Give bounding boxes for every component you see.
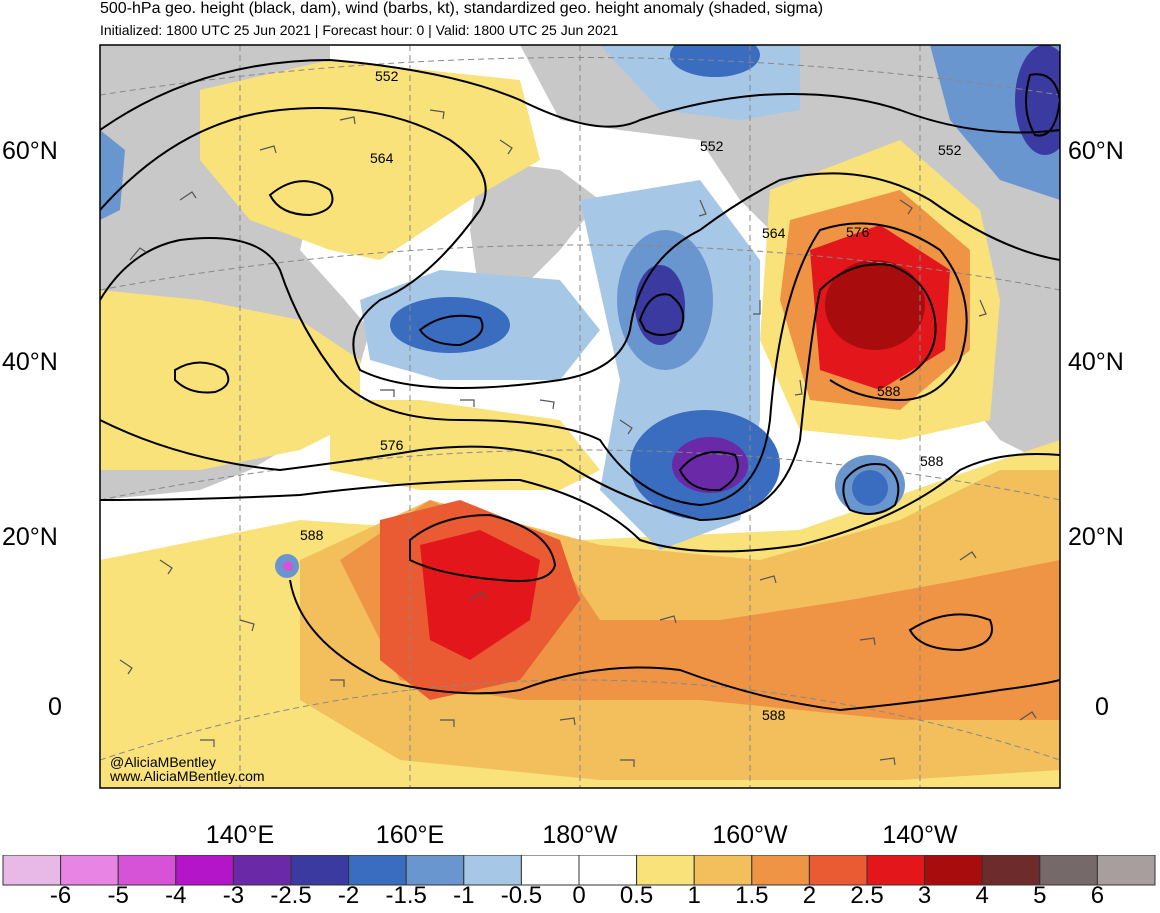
colorbar-label: -6 xyxy=(49,882,72,909)
lon-label-140e: 140°E xyxy=(205,821,275,849)
colorbar-label: -2.5 xyxy=(270,882,312,909)
lon-label-140w: 140°W xyxy=(882,821,958,849)
height-contours xyxy=(100,58,1060,712)
contour-label: 588 xyxy=(762,707,786,723)
colorbar-label: 1 xyxy=(687,882,701,909)
colorbar-swatch xyxy=(348,855,407,886)
colorbar-swatch xyxy=(636,855,695,886)
colorbar-swatch xyxy=(1096,855,1156,886)
lat-label-40n-left: 40°N xyxy=(2,348,58,376)
land-alaska xyxy=(520,45,1060,470)
land-kamchatka xyxy=(470,160,600,300)
colorbar-label: -5 xyxy=(107,882,129,909)
colorbar-swatch xyxy=(405,855,465,886)
colorbar-swatch xyxy=(578,855,638,886)
map-frame xyxy=(99,44,1061,789)
colorbar-label: 0 xyxy=(572,882,586,909)
contour-label: 588 xyxy=(300,527,324,543)
colorbar-label: -1 xyxy=(453,882,475,909)
contour-label: 576 xyxy=(846,224,870,240)
colorbar-swatch xyxy=(981,855,1041,886)
colorbar-label: -4 xyxy=(165,882,187,909)
colorbar-swatch xyxy=(520,855,580,886)
lon-label-160e: 160°E xyxy=(375,821,445,849)
anomaly-yellow-west xyxy=(100,290,360,470)
lat-label-0-left: 0 xyxy=(48,693,62,721)
anomaly-red-pacific-core xyxy=(420,530,540,660)
contour-label: 588 xyxy=(920,453,944,469)
colorbar-swatch xyxy=(175,855,234,886)
colorbar-label: -3 xyxy=(222,882,245,909)
contour-label: 576 xyxy=(380,437,404,453)
contour-label: 552 xyxy=(938,142,962,158)
credit-website: www.AliciaMBentley.com xyxy=(110,768,265,784)
colorbar-label: -1.5 xyxy=(385,882,427,909)
lat-label-20n-left: 20°N xyxy=(2,523,58,551)
colorbar-label: 2.5 xyxy=(850,882,884,909)
colorbar-label: 6 xyxy=(1090,882,1105,909)
colorbar-swatch xyxy=(117,855,177,886)
lon-label-160w: 160°W xyxy=(712,821,788,849)
anomaly-blue-north-core xyxy=(670,45,760,77)
colorbar-label: 4 xyxy=(975,882,989,909)
lat-label-60n-right: 60°N xyxy=(1068,137,1124,165)
colorbar-label: 2 xyxy=(802,882,817,909)
colorbar-swatch xyxy=(463,855,522,886)
credit-handle: @AliciaMBentley xyxy=(110,754,217,770)
chart-subtitle: Initialized: 1800 UTC 25 Jun 2021 | Fore… xyxy=(100,22,619,38)
anomaly-blue-central-lower-core xyxy=(672,437,748,493)
lon-label-180w: 180°W xyxy=(542,821,618,849)
anomaly-typhoon-core xyxy=(283,561,293,571)
wind-barbs xyxy=(119,109,1037,767)
lat-label-20n-right: 20°N xyxy=(1068,523,1124,551)
colorbar-label: 5 xyxy=(1033,882,1047,909)
anomaly-blue-small-core xyxy=(852,470,888,506)
colorbar-label: -2 xyxy=(337,882,360,909)
anomaly-blue-ne-core xyxy=(1015,45,1060,155)
contour-label: 552 xyxy=(375,68,399,84)
contour-label: 552 xyxy=(700,138,724,154)
lat-label-40n-right: 40°N xyxy=(1068,348,1124,376)
contour-label: 564 xyxy=(762,225,786,241)
colorbar-swatch xyxy=(751,855,810,886)
anomaly-blue-west-core xyxy=(390,297,510,353)
colorbar-label: 3 xyxy=(917,882,932,909)
chart-title: 500-hPa geo. height (black, dam), wind (… xyxy=(100,0,824,17)
colorbar-label: 0.5 xyxy=(619,882,654,909)
colorbar xyxy=(2,855,1156,886)
graticule xyxy=(100,45,1060,788)
colorbar-swatch xyxy=(232,855,292,886)
lat-label-60n-left: 60°N xyxy=(2,137,58,165)
colorbar-swatch xyxy=(808,855,868,886)
colorbar-swatch xyxy=(290,855,350,886)
colorbar-swatch xyxy=(866,855,926,886)
colorbar-swatch xyxy=(60,855,119,886)
colorbar-swatch xyxy=(2,855,62,886)
lat-label-0-right: 0 xyxy=(1095,693,1109,721)
contour-label: 564 xyxy=(370,150,394,166)
colorbar-swatch xyxy=(924,855,983,886)
colorbar-swatch xyxy=(1039,855,1098,886)
anomaly-blue-central-upper-core xyxy=(635,265,685,345)
anomaly-red-ne-core xyxy=(825,260,925,350)
contour-label: 588 xyxy=(877,383,901,399)
colorbar-label: -0.5 xyxy=(500,882,543,909)
colorbar-label: 1.5 xyxy=(735,882,769,909)
contour-labels: 552 564 552 552 564 576 588 576 588 588 … xyxy=(300,68,962,723)
anomaly-blue-far-west xyxy=(100,130,125,220)
colorbar-swatch xyxy=(693,855,753,886)
